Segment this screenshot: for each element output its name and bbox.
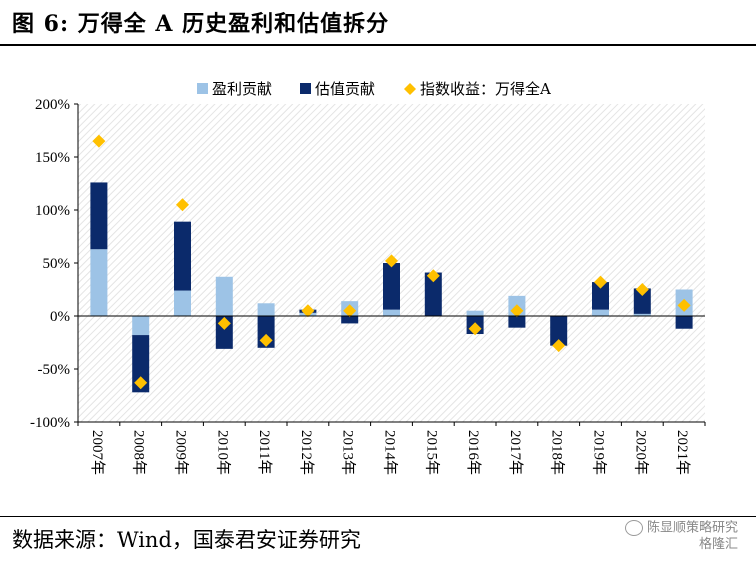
figure-title: 图 6: 万得全 A 历史盈利和估值拆分 (12, 11, 390, 37)
return-marker-2010年 (217, 316, 231, 330)
y-tick-label: 150% (35, 150, 70, 166)
watermark-site: 格隆汇 (698, 536, 738, 552)
wechat-icon (624, 520, 643, 536)
source-note: 数据来源：Wind，国泰君安证券研究 (12, 528, 361, 552)
legend-label-return: 指数收益：万得全A (420, 80, 551, 98)
earnings-bar-2020年 (633, 313, 651, 316)
legend-label-valuation: 估值贡献 (315, 80, 375, 98)
return-marker-2021年 (677, 298, 691, 312)
x-tick-label: 2016年 (465, 430, 482, 475)
legend-swatch-earnings (197, 83, 208, 94)
chart-canvas: 盈利贡献 估值贡献 指数收益：万得全A 200% 150% 100% 50% 0% -50% -… (30, 80, 706, 475)
x-tick-label: 2020年 (632, 430, 649, 475)
return-marker-2016年 (468, 322, 482, 336)
return-marker-2013年 (343, 304, 357, 318)
x-axis: 2007年 2008年 2009年 2010年 2011年 2012年 2013年 2014年… (77, 315, 706, 475)
valuation-bar-2017年 (508, 316, 526, 328)
valuation-bar-2020年 (633, 288, 651, 314)
valuation-bar-2007年 (90, 182, 108, 250)
y-tick-label: -100% (30, 415, 70, 431)
return-marker-2009年 (176, 198, 189, 212)
valuation-bar-2009年 (174, 221, 191, 291)
x-tick-label: 2007年 (89, 430, 106, 475)
return-marker-2019年 (594, 275, 607, 289)
watermark: 陈显顺策略研究 格隆汇 (624, 520, 738, 553)
earnings-bar-2007年 (90, 249, 108, 316)
earnings-bar-2008年 (132, 316, 150, 336)
y-tick-label: 50% (43, 256, 71, 272)
valuation-bar-2008年 (132, 335, 150, 393)
legend-swatch-return (404, 83, 416, 95)
y-tick-label: 200% (35, 97, 70, 113)
return-marker-2014年 (385, 254, 398, 268)
source-rule (0, 516, 756, 517)
x-tick-label: 2014年 (382, 430, 399, 475)
valuation-bar-2015年 (424, 272, 442, 316)
return-marker-2012年 (301, 304, 315, 318)
y-tick-label: 100% (35, 203, 70, 219)
x-tick-label: 2012年 (298, 430, 315, 475)
valuation-bar-2018年 (550, 316, 568, 346)
valuation-bar-2019年 (592, 282, 609, 310)
return-marker-2020年 (635, 283, 649, 296)
y-axis: 200% 150% 100% 50% 0% -50% -100% (30, 97, 79, 431)
chart-legend: 盈利贡献 估值贡献 指数收益：万得全A (197, 80, 551, 98)
x-tick-label: 2021年 (674, 430, 691, 475)
title-rule (0, 44, 756, 46)
y-tick-label: -50% (38, 362, 71, 378)
return-marker-2008年 (134, 376, 148, 390)
y-tick-label: 0% (50, 309, 70, 325)
return-markers (92, 134, 691, 390)
return-marker-2015年 (426, 269, 440, 283)
x-tick-label: 2017年 (507, 430, 524, 475)
x-tick-label: 2018年 (549, 430, 566, 475)
legend-swatch-valuation (300, 83, 311, 94)
legend-label-earnings: 盈利贡献 (212, 80, 272, 98)
return-marker-2007年 (92, 134, 106, 148)
earnings-bar-2016年 (466, 310, 484, 316)
earnings-bar-2009年 (174, 290, 191, 316)
x-tick-label: 2015年 (423, 430, 440, 475)
x-tick-label: 2011年 (256, 430, 273, 474)
x-tick-label: 2010年 (214, 430, 231, 475)
valuation-bar-2014年 (383, 263, 400, 310)
x-tick-label: 2013年 (340, 430, 357, 475)
return-marker-2011年 (259, 333, 273, 347)
return-marker-2018年 (552, 339, 566, 353)
x-tick-label: 2008年 (131, 430, 148, 475)
watermark-name: 陈显顺策略研究 (646, 520, 738, 536)
return-marker-2017年 (510, 304, 524, 318)
earnings-bar-2014年 (383, 309, 400, 316)
valuation-bar-2013年 (341, 316, 359, 324)
valuation-bar-2021年 (675, 316, 693, 329)
earnings-bar-2010年 (215, 276, 233, 316)
x-tick-label: 2009年 (173, 430, 190, 475)
x-tick-label: 2019年 (591, 430, 608, 475)
earnings-bar-2011年 (257, 303, 275, 316)
earnings-bar-2019年 (592, 309, 609, 316)
